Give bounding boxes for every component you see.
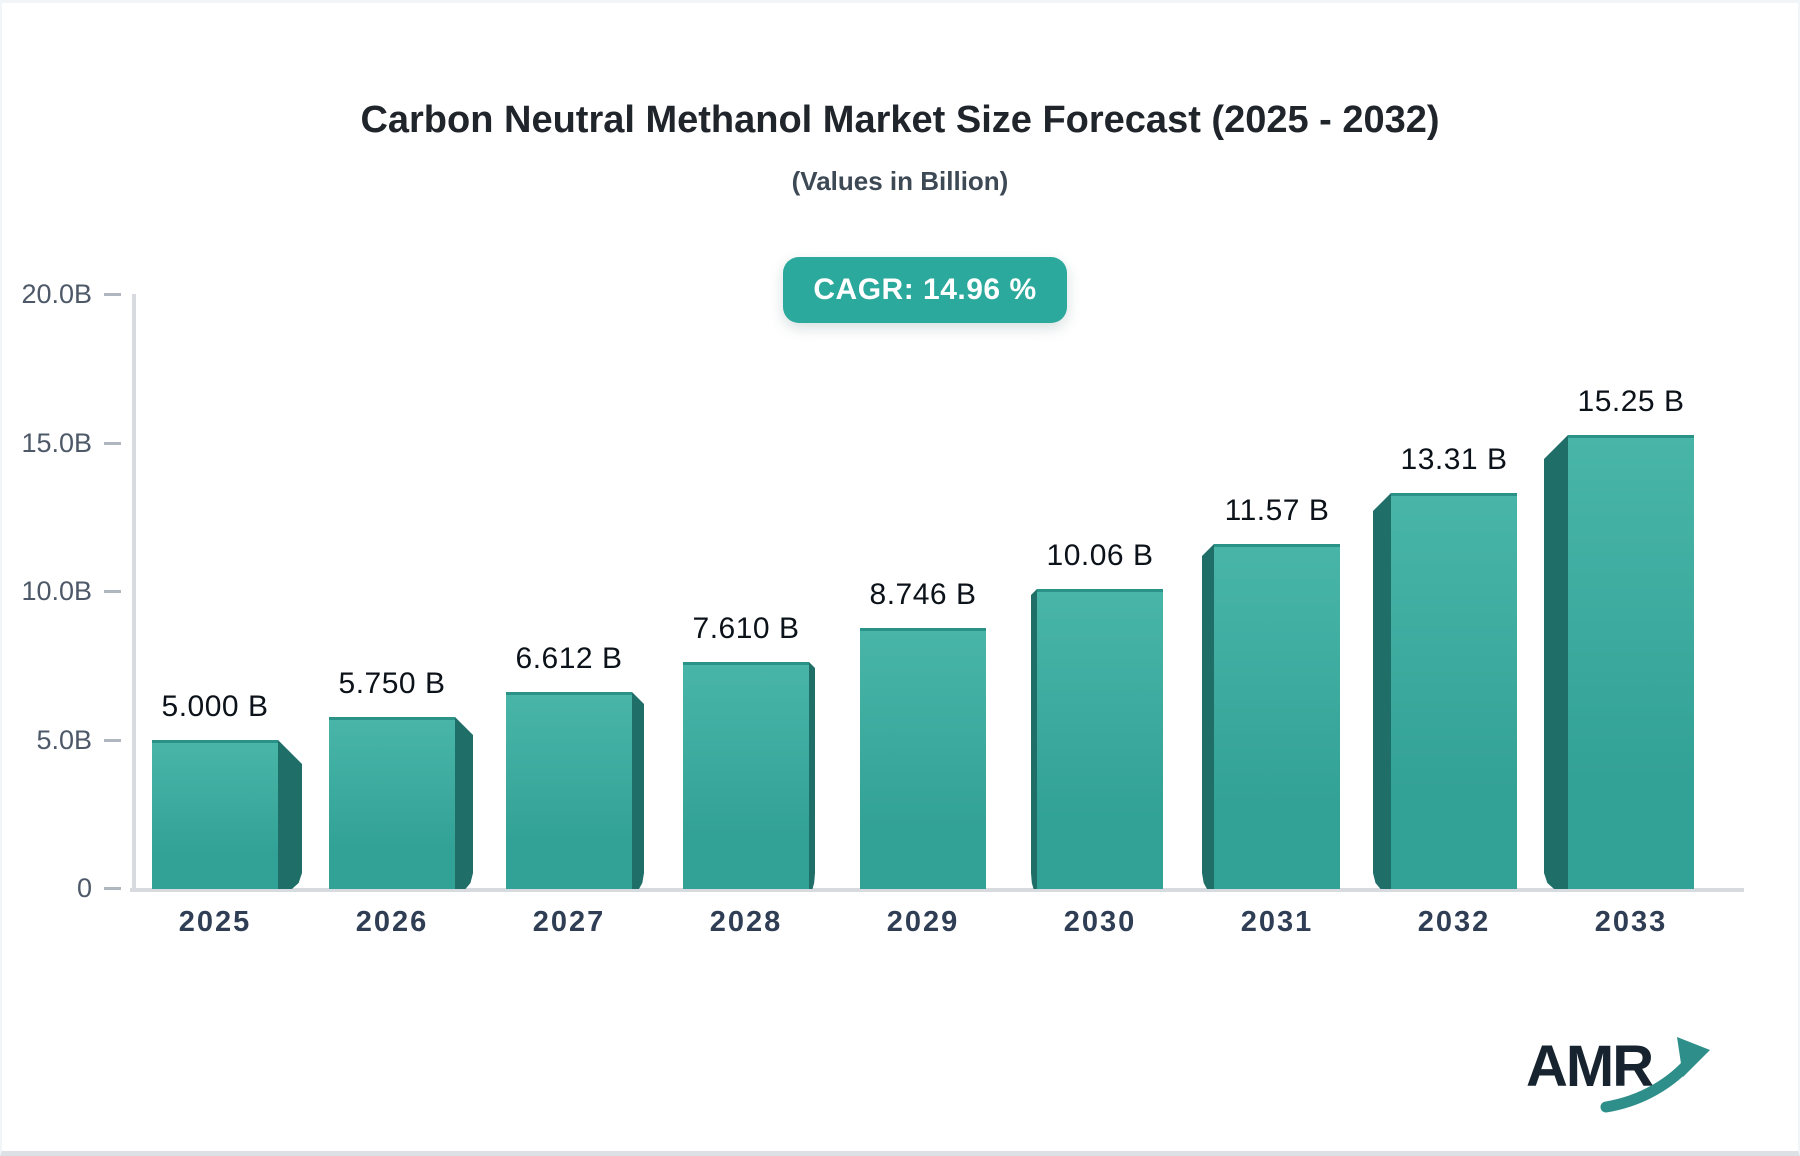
x-axis-line bbox=[130, 888, 1744, 892]
y-tick bbox=[104, 293, 121, 296]
y-tick bbox=[104, 590, 121, 593]
y-tick-label: 0 bbox=[76, 873, 92, 903]
y-tick-label: 20.0B bbox=[21, 279, 92, 309]
y-tick-label: 5.0B bbox=[36, 725, 92, 755]
bar-face bbox=[683, 662, 809, 889]
x-tick-label: 2028 bbox=[709, 906, 783, 938]
bar-side bbox=[632, 692, 644, 889]
amr-logo-text: AMR bbox=[1526, 1034, 1654, 1099]
bar-face bbox=[329, 717, 455, 889]
bar-value-label: 7.610 B bbox=[692, 612, 800, 645]
bar-value-label: 13.31 B bbox=[1400, 443, 1508, 476]
x-tick-label: 2030 bbox=[1063, 906, 1137, 938]
bar-face bbox=[152, 740, 278, 889]
bar-value-label: 10.06 B bbox=[1046, 539, 1154, 572]
bar-side bbox=[455, 717, 473, 889]
bar-value-label: 11.57 B bbox=[1224, 494, 1330, 527]
bar-side bbox=[1031, 589, 1037, 889]
bar-side bbox=[278, 740, 302, 889]
chart-title: Carbon Neutral Methanol Market Size Fore… bbox=[360, 99, 1440, 141]
bar-value-label: 8.746 B bbox=[869, 578, 977, 611]
x-tick-label: 2029 bbox=[886, 906, 960, 938]
x-tick-label: 2033 bbox=[1594, 906, 1668, 938]
x-tick-label: 2025 bbox=[178, 906, 252, 938]
y-tick-label: 15.0B bbox=[21, 428, 92, 458]
bar-face bbox=[860, 628, 986, 889]
y-tick bbox=[104, 739, 121, 742]
bar-side bbox=[1202, 544, 1214, 889]
bar-face bbox=[1391, 493, 1517, 889]
bar-side bbox=[1544, 435, 1568, 889]
growth-arrow-icon bbox=[1600, 1037, 1710, 1113]
bar-face bbox=[506, 692, 632, 889]
cagr-badge: CAGR: 14.96 % bbox=[783, 257, 1067, 323]
bar-side bbox=[809, 662, 815, 889]
chart-subtitle: (Values in Billion) bbox=[791, 166, 1009, 196]
bar-face bbox=[1214, 544, 1340, 889]
bar-value-label: 5.000 B bbox=[161, 690, 269, 723]
amr-logo: AMR bbox=[1526, 1033, 1726, 1113]
y-tick bbox=[104, 442, 121, 445]
bar-value-label: 5.750 B bbox=[338, 667, 446, 700]
x-tick-label: 2031 bbox=[1240, 906, 1314, 938]
y-axis-line bbox=[132, 294, 136, 892]
cagr-badge-label: CAGR: 14.96 % bbox=[813, 273, 1037, 306]
bar-value-label: 6.612 B bbox=[515, 642, 623, 675]
y-tick-label: 10.0B bbox=[21, 576, 92, 606]
x-tick-label: 2032 bbox=[1417, 906, 1491, 938]
bar-side bbox=[1373, 493, 1391, 889]
bar-face bbox=[1037, 589, 1163, 889]
y-tick bbox=[104, 887, 121, 890]
bar-value-label: 15.25 B bbox=[1577, 385, 1685, 418]
bar-chart: 0 5.0B 10.0B 15.0B 20.0B 5.000 B 2025 5.750 B 20… bbox=[2, 3, 1798, 1151]
bar-face bbox=[1568, 435, 1694, 889]
x-tick-label: 2027 bbox=[532, 906, 606, 938]
x-tick-label: 2026 bbox=[355, 906, 429, 938]
